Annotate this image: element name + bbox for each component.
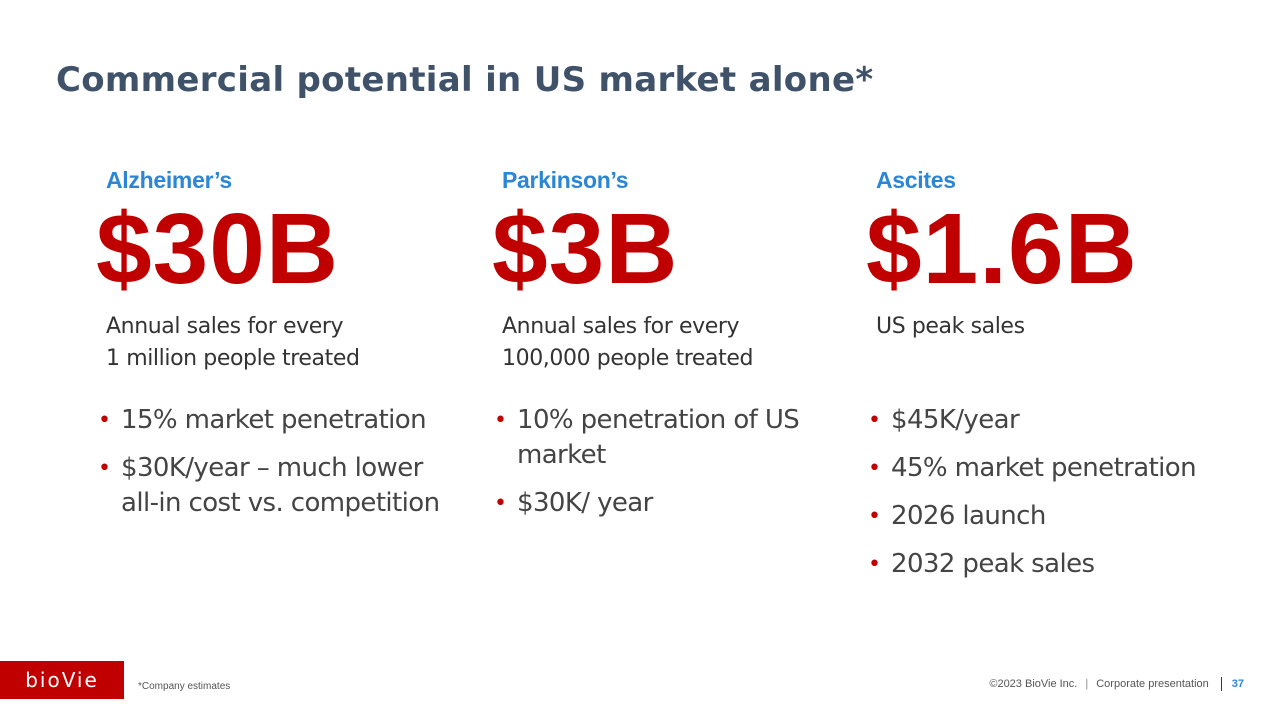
- bullet-list: • $45K/year • 45% market penetration • 2…: [866, 403, 1236, 595]
- column-label: Alzheimer’s: [106, 167, 232, 193]
- footer-divider: [1220, 677, 1222, 691]
- slide-title: Commercial potential in US market alone*: [56, 60, 874, 100]
- bullet-list: • 15% market penetration • $30K/year – m…: [96, 403, 466, 534]
- bullet-item: • 45% market penetration: [866, 451, 1236, 486]
- company-logo: bioVie: [0, 661, 124, 699]
- bullet-text: 10% penetration of US market: [517, 405, 800, 470]
- description-line: 100,000 people treated: [502, 346, 754, 371]
- bullet-text: $45K/year: [891, 405, 1020, 435]
- bullet-text: 45% market penetration: [891, 453, 1197, 483]
- bullet-item: • $30K/year – much lower all-in cost vs.…: [96, 451, 466, 521]
- bullet-text: $30K/year – much lower all-in cost vs. c…: [121, 453, 440, 518]
- column-label: Parkinson’s: [502, 167, 629, 193]
- page-number: 37: [1231, 678, 1244, 690]
- footer-separator: |: [1085, 678, 1089, 690]
- column-description: US peak sales: [876, 311, 1236, 343]
- bullet-dot-icon: •: [868, 504, 881, 529]
- logo-text: bioVie: [25, 668, 99, 692]
- column-value: $3B: [492, 193, 679, 305]
- bullet-text: $30K/ year: [517, 488, 653, 518]
- bullet-dot-icon: •: [494, 491, 507, 516]
- bullet-text: 15% market penetration: [121, 405, 427, 435]
- column-description: Annual sales for every 1 million people …: [106, 311, 466, 375]
- footnote: *Company estimates: [138, 681, 231, 692]
- column-value: $1.6B: [866, 193, 1138, 305]
- description-line: US peak sales: [876, 314, 1025, 339]
- column-label: Ascites: [876, 167, 956, 193]
- column-alzheimers: Alzheimer’s $30B Annual sales for every …: [96, 165, 466, 518]
- description-line: 1 million people treated: [106, 346, 360, 371]
- column-value: $30B: [96, 193, 340, 305]
- bullet-dot-icon: •: [494, 408, 507, 433]
- description-line: Annual sales for every: [106, 314, 344, 339]
- description-line: Annual sales for every: [502, 314, 740, 339]
- bullet-item: • $30K/ year: [492, 486, 832, 521]
- column-description: Annual sales for every 100,000 people tr…: [502, 311, 832, 375]
- bullet-dot-icon: •: [98, 408, 111, 433]
- bullet-item: • 15% market penetration: [96, 403, 466, 438]
- bullet-text: 2026 launch: [891, 501, 1046, 531]
- bullet-item: • 2026 launch: [866, 499, 1236, 534]
- footer-info: ©2023 BioVie Inc. | Corporate presentati…: [989, 677, 1244, 691]
- copyright: ©2023 BioVie Inc.: [989, 678, 1078, 690]
- bullet-text: 2032 peak sales: [891, 549, 1095, 579]
- bullet-item: • $45K/year: [866, 403, 1236, 438]
- presentation-name: Corporate presentation: [1096, 678, 1209, 690]
- bullet-item: • 2032 peak sales: [866, 547, 1236, 582]
- bullet-dot-icon: •: [868, 408, 881, 433]
- bullet-dot-icon: •: [868, 552, 881, 577]
- bullet-dot-icon: •: [98, 456, 111, 481]
- bullet-dot-icon: •: [868, 456, 881, 481]
- column-ascites: Ascites $1.6B US peak sales • $45K/year …: [866, 165, 1236, 579]
- bullet-item: • 10% penetration of US market: [492, 403, 832, 473]
- bullet-list: • 10% penetration of US market • $30K/ y…: [492, 403, 832, 534]
- column-parkinsons: Parkinson’s $3B Annual sales for every 1…: [492, 165, 832, 518]
